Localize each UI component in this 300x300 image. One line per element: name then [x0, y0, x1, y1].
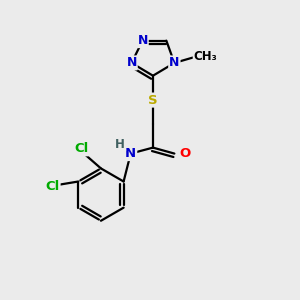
Text: N: N: [137, 34, 148, 47]
Text: N: N: [126, 56, 137, 69]
Text: N: N: [169, 56, 180, 69]
Text: CH₃: CH₃: [194, 50, 218, 64]
Text: Cl: Cl: [74, 142, 88, 155]
Text: O: O: [180, 147, 191, 160]
Text: H: H: [115, 138, 125, 151]
Text: N: N: [125, 147, 136, 160]
Text: S: S: [148, 94, 158, 106]
Text: Cl: Cl: [45, 180, 60, 193]
